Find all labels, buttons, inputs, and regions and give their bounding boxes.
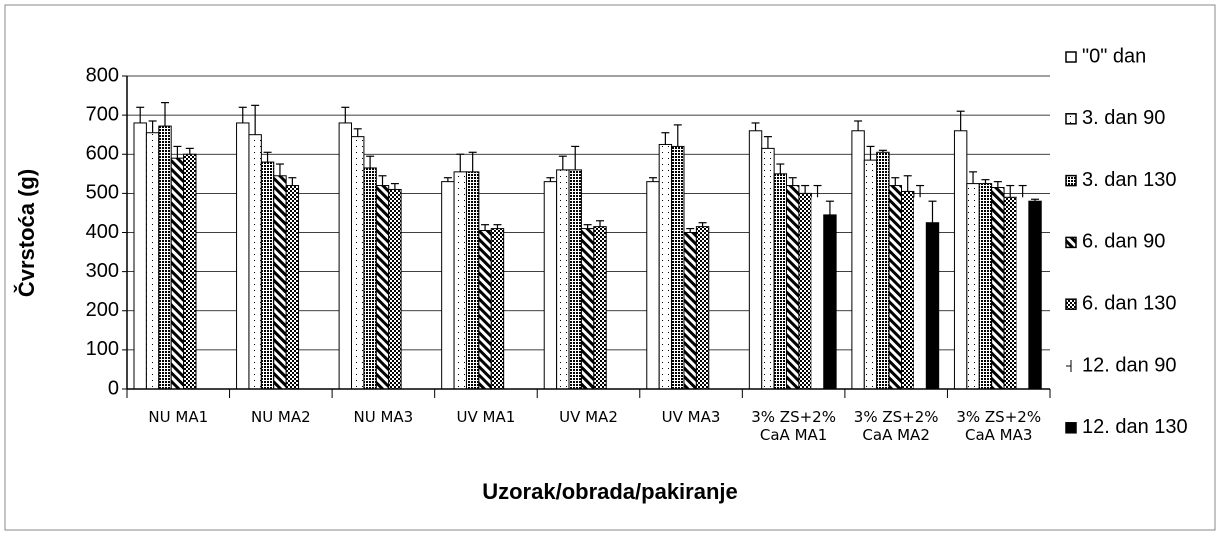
bar [978,183,993,390]
bar [913,197,927,389]
bar [441,181,455,390]
bar [863,159,878,390]
bar [888,185,902,390]
bar [695,226,710,390]
bar [851,130,865,390]
x-tick-label: NU MA2 [250,408,311,426]
legend-label: 3. dan 130 [1082,169,1177,191]
legend-swatch [1065,174,1077,187]
bar [133,122,147,390]
bar [593,226,607,390]
bar [490,228,505,390]
bar [658,143,673,390]
bar [145,132,160,390]
frame [4,4,1216,531]
y-tick-label: 500 [86,182,119,204]
bar [953,130,968,390]
bar [773,173,788,390]
bar [338,122,353,390]
bar [671,145,685,390]
y-tick-label: 600 [86,143,119,165]
bar [1028,200,1042,390]
legend-swatch [1065,422,1077,434]
bar [453,171,467,390]
legend-swatch [1065,113,1077,125]
bar [966,183,980,390]
bar [556,169,570,390]
bar [543,181,558,390]
bar [183,153,197,390]
legend-swatch [1065,236,1077,249]
bar [1003,196,1017,390]
bar [991,187,1005,390]
legend-label: 12. dan 130 [1082,416,1188,438]
bar [363,167,377,390]
bar [388,188,402,390]
legend-swatch [1065,51,1077,63]
bar [811,197,824,389]
x-tick-label: 3% ZS+2% CaA MA3 [956,408,1042,444]
bar [823,214,837,390]
legend-label: 6. dan 90 [1082,231,1165,253]
bar [1016,197,1029,389]
x-tick-label: NU MA3 [353,408,414,426]
legend-label: 12. dan 90 [1082,354,1177,376]
bar [786,185,800,390]
bar [248,134,262,390]
bar [646,181,660,390]
bar [273,175,287,390]
y-tick-label: 0 [108,377,119,399]
x-axis-title: Uzorak/obrada/pakiranje [482,479,738,504]
bar [478,230,492,390]
bar [876,151,890,390]
y-axis-title: Čvrstoća (g) [14,169,39,297]
x-tick-label: UV MA2 [559,408,618,426]
bar [925,222,940,390]
x-tick-label: 3% ZS+2% CaA MA1 [751,408,836,444]
bar [748,130,763,390]
legend-label: 6. dan 130 [1082,292,1177,314]
bar [683,232,697,390]
bar [580,228,595,390]
y-tick-label: 400 [86,221,119,243]
y-tick-label: 300 [86,260,119,282]
y-tick-label: 700 [86,103,119,125]
legend-label: "0" dan [1082,45,1146,67]
y-tick-label: 800 [86,64,119,86]
y-tick-label: 100 [86,338,119,360]
bar [236,122,250,390]
bar [761,147,775,390]
legend-swatch [1065,298,1077,310]
bar [465,171,480,390]
bar [375,185,390,390]
bar [285,185,300,390]
bar [158,125,172,390]
bar [351,136,365,390]
x-tick-label: NU MA1 [148,408,209,426]
legend-label: 3. dan 90 [1082,107,1165,129]
x-tick-label: 3% ZS+2% CaA MA2 [853,408,939,444]
y-tick-label: 200 [86,299,119,321]
bar [798,192,812,390]
x-tick-label: UV MA3 [661,408,721,426]
bar [900,190,915,390]
x-tick-label: UV MA1 [456,408,516,426]
bar [170,157,185,390]
bar [568,169,582,390]
bar [260,161,275,390]
